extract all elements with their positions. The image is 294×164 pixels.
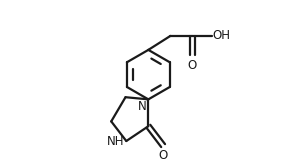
Text: O: O	[158, 149, 168, 162]
Text: NH: NH	[107, 134, 124, 148]
Text: O: O	[188, 59, 197, 72]
Text: OH: OH	[213, 29, 231, 42]
Text: N: N	[137, 100, 146, 113]
